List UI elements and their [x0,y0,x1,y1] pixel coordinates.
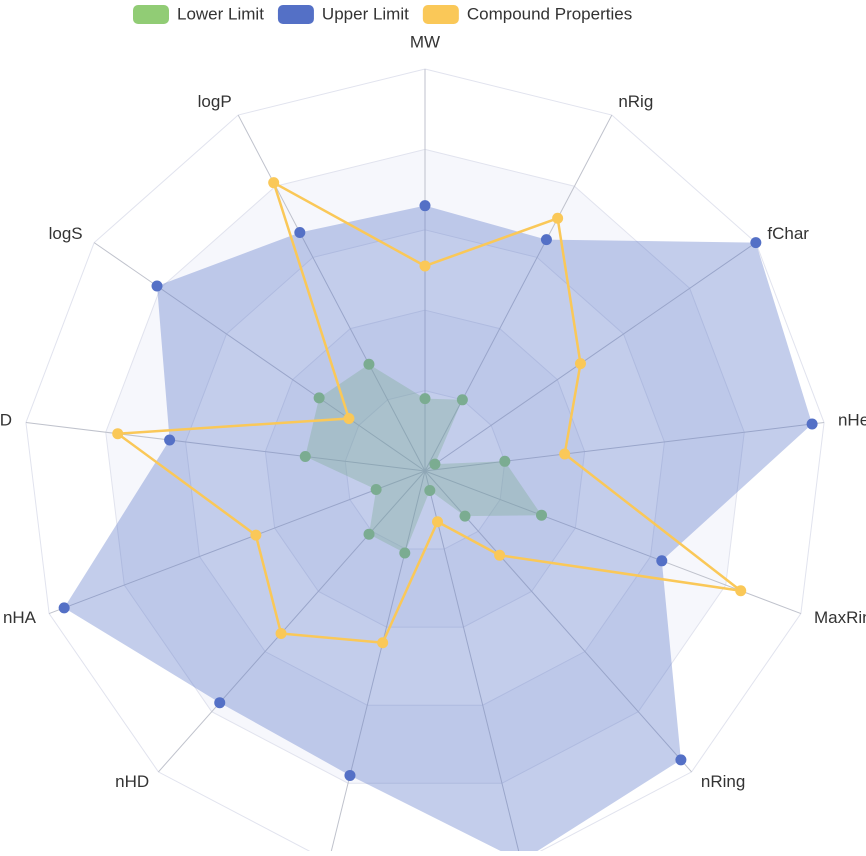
data-point-fChar[interactable] [750,237,762,249]
radar-series [58,177,818,856]
axis-line-logS [93,242,426,472]
indicator-label-nHD: nHD [115,772,149,791]
series-line [116,181,742,644]
data-point-MW[interactable] [419,260,431,272]
indicator-label-fChar: fChar [767,224,809,243]
legend-swatch [422,5,459,24]
legend-item-upper-limit[interactable]: Upper Limit [277,4,409,24]
data-point-nRing[interactable] [675,754,687,766]
data-point-TPSA[interactable] [377,637,389,649]
data-point-TPSA[interactable] [344,769,356,781]
data-point-MW[interactable] [419,393,431,405]
indicator-label-logD: logD [0,410,12,429]
data-point-nRing[interactable] [494,549,506,561]
data-point-logS[interactable] [343,412,355,424]
data-point-logP[interactable] [268,177,280,189]
data-point-nHA[interactable] [370,484,382,496]
data-point-MaxRing[interactable] [735,585,747,597]
indicator-label-logS: logS [49,224,83,243]
radar-grid [25,68,825,856]
axis-line-nHA [48,470,426,615]
chart-legend[interactable]: Lower Limit Upper Limit Compound Propertie… [133,4,632,24]
data-point-logS[interactable] [151,280,163,292]
indicator-label-nRing: nRing [701,772,745,791]
axis-line-nRot [424,470,521,856]
data-point-nRing[interactable] [459,510,471,522]
axis-line-nRing [424,470,692,773]
indicator-label-MaxRing: MaxRing [814,608,866,627]
indicator-label-logP: logP [198,92,232,111]
legend-label: Upper Limit [322,4,409,23]
data-point-nRig[interactable] [456,394,468,406]
data-point-logP[interactable] [294,227,306,239]
data-point-logD[interactable] [299,450,311,462]
data-point-nRot[interactable] [424,485,436,497]
series-lower-limit[interactable] [299,358,548,559]
series-upper-limit[interactable] [58,200,818,856]
axis-line-nHet [424,422,825,472]
indicator-label-nRig: nRig [618,92,653,111]
data-point-fChar[interactable] [574,358,586,370]
legend-swatch [133,5,169,24]
data-point-nHD[interactable] [214,697,226,709]
indicator-label-MW: MW [410,32,440,51]
axis-line-nHD [158,470,426,773]
data-point-nRig[interactable] [540,234,552,246]
data-point-TPSA[interactable] [399,547,411,559]
indicator-label-nHA: nHA [3,608,37,627]
data-point-nHet[interactable] [499,455,511,467]
indicator-labels: MWnRigfCharnHetMaxRingnRingnRotTPSAnHDnH… [0,32,866,791]
data-point-MW[interactable] [419,200,431,212]
data-point-nHA[interactable] [58,602,70,614]
data-point-logP[interactable] [363,358,375,370]
axis-line-fChar [424,242,757,472]
legend-swatch [277,5,314,24]
data-point-nHD[interactable] [363,528,375,540]
data-point-fChar[interactable] [429,458,441,470]
legend-label: Compound Properties [467,4,632,23]
series-area [64,205,813,856]
series-compound-properties[interactable] [112,177,747,649]
legend-item-lower-limit[interactable]: Lower Limit [133,4,264,24]
axis-line-logD [25,422,426,472]
indicator-label-nHet: nHet [838,410,866,429]
data-point-nHet[interactable] [559,448,571,460]
axis-line-nRig [424,114,613,472]
data-point-nRot[interactable] [432,516,444,528]
axis-line-TPSA [329,470,426,856]
data-point-MaxRing[interactable] [656,555,668,567]
axis-line-logP [237,114,426,472]
legend-item-compound-properties[interactable]: Compound Properties [422,4,632,24]
data-point-nRig[interactable] [552,212,564,224]
data-point-logD[interactable] [112,428,124,440]
data-point-nHD[interactable] [275,627,287,639]
series-area [305,364,542,553]
data-point-MaxRing[interactable] [536,509,548,521]
data-point-nHet[interactable] [806,418,818,430]
data-point-nHA[interactable] [250,529,262,541]
data-point-logD[interactable] [164,434,176,446]
legend-label: Lower Limit [177,4,264,23]
data-point-logS[interactable] [313,392,325,404]
